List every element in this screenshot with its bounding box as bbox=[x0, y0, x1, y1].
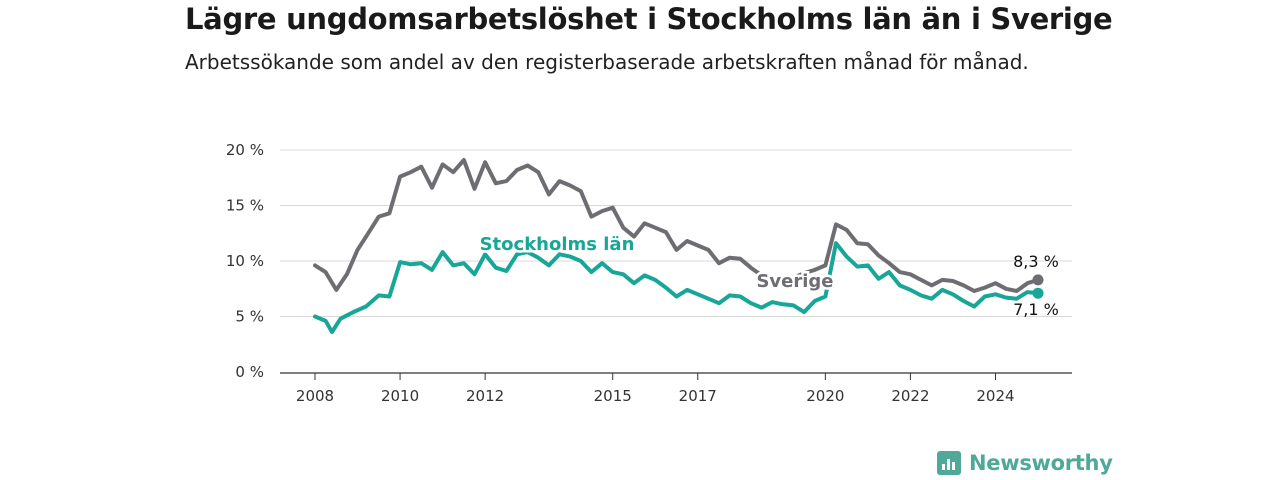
series-lines bbox=[313, 158, 1044, 334]
x-tick-label: 2020 bbox=[806, 387, 844, 405]
y-axis: 0 % 5 % 10 % 15 % 20 % bbox=[226, 141, 264, 381]
y-tick-label: 20 % bbox=[226, 141, 264, 159]
chart-title: Lägre ungdomsarbetslöshet i Stockholms l… bbox=[185, 2, 1113, 36]
series-label-stockholms-lan: Stockholms län bbox=[480, 234, 635, 255]
brand-name: Newsworthy bbox=[969, 451, 1113, 475]
newsworthy-icon bbox=[937, 451, 961, 475]
x-axis: 2008 2010 2012 2015 2017 2020 2022 2024 bbox=[296, 373, 1015, 405]
y-tick-label: 5 % bbox=[235, 308, 264, 326]
end-value-label: 8,3 % bbox=[1013, 252, 1059, 271]
gridlines bbox=[280, 149, 1072, 374]
x-tick-label: 2017 bbox=[679, 387, 717, 405]
chart-subtitle: Arbetssökande som andel av den registerb… bbox=[185, 50, 1029, 74]
x-tick-label: 2012 bbox=[466, 387, 504, 405]
end-value-label: 7,1 % bbox=[1013, 300, 1059, 319]
series-label-sverige: Sverige bbox=[756, 271, 833, 292]
end-point bbox=[1032, 274, 1044, 286]
end-point bbox=[1032, 287, 1044, 299]
y-tick-label: 0 % bbox=[235, 363, 264, 381]
y-tick-label: 10 % bbox=[226, 252, 264, 270]
x-tick-label: 2022 bbox=[891, 387, 929, 405]
y-tick-label: 15 % bbox=[226, 197, 264, 215]
series-line-sverige bbox=[313, 158, 1040, 293]
newsworthy-logo[interactable]: Newsworthy bbox=[937, 448, 1113, 478]
x-tick-label: 2015 bbox=[594, 387, 632, 405]
x-tick-label: 2024 bbox=[976, 387, 1014, 405]
x-tick-label: 2008 bbox=[296, 387, 334, 405]
series-line-stockholms-lan bbox=[313, 241, 1040, 334]
x-tick-label: 2010 bbox=[381, 387, 419, 405]
series-labels: 8,3 % 7,1 % Sverige Stockholms län bbox=[477, 232, 1059, 320]
